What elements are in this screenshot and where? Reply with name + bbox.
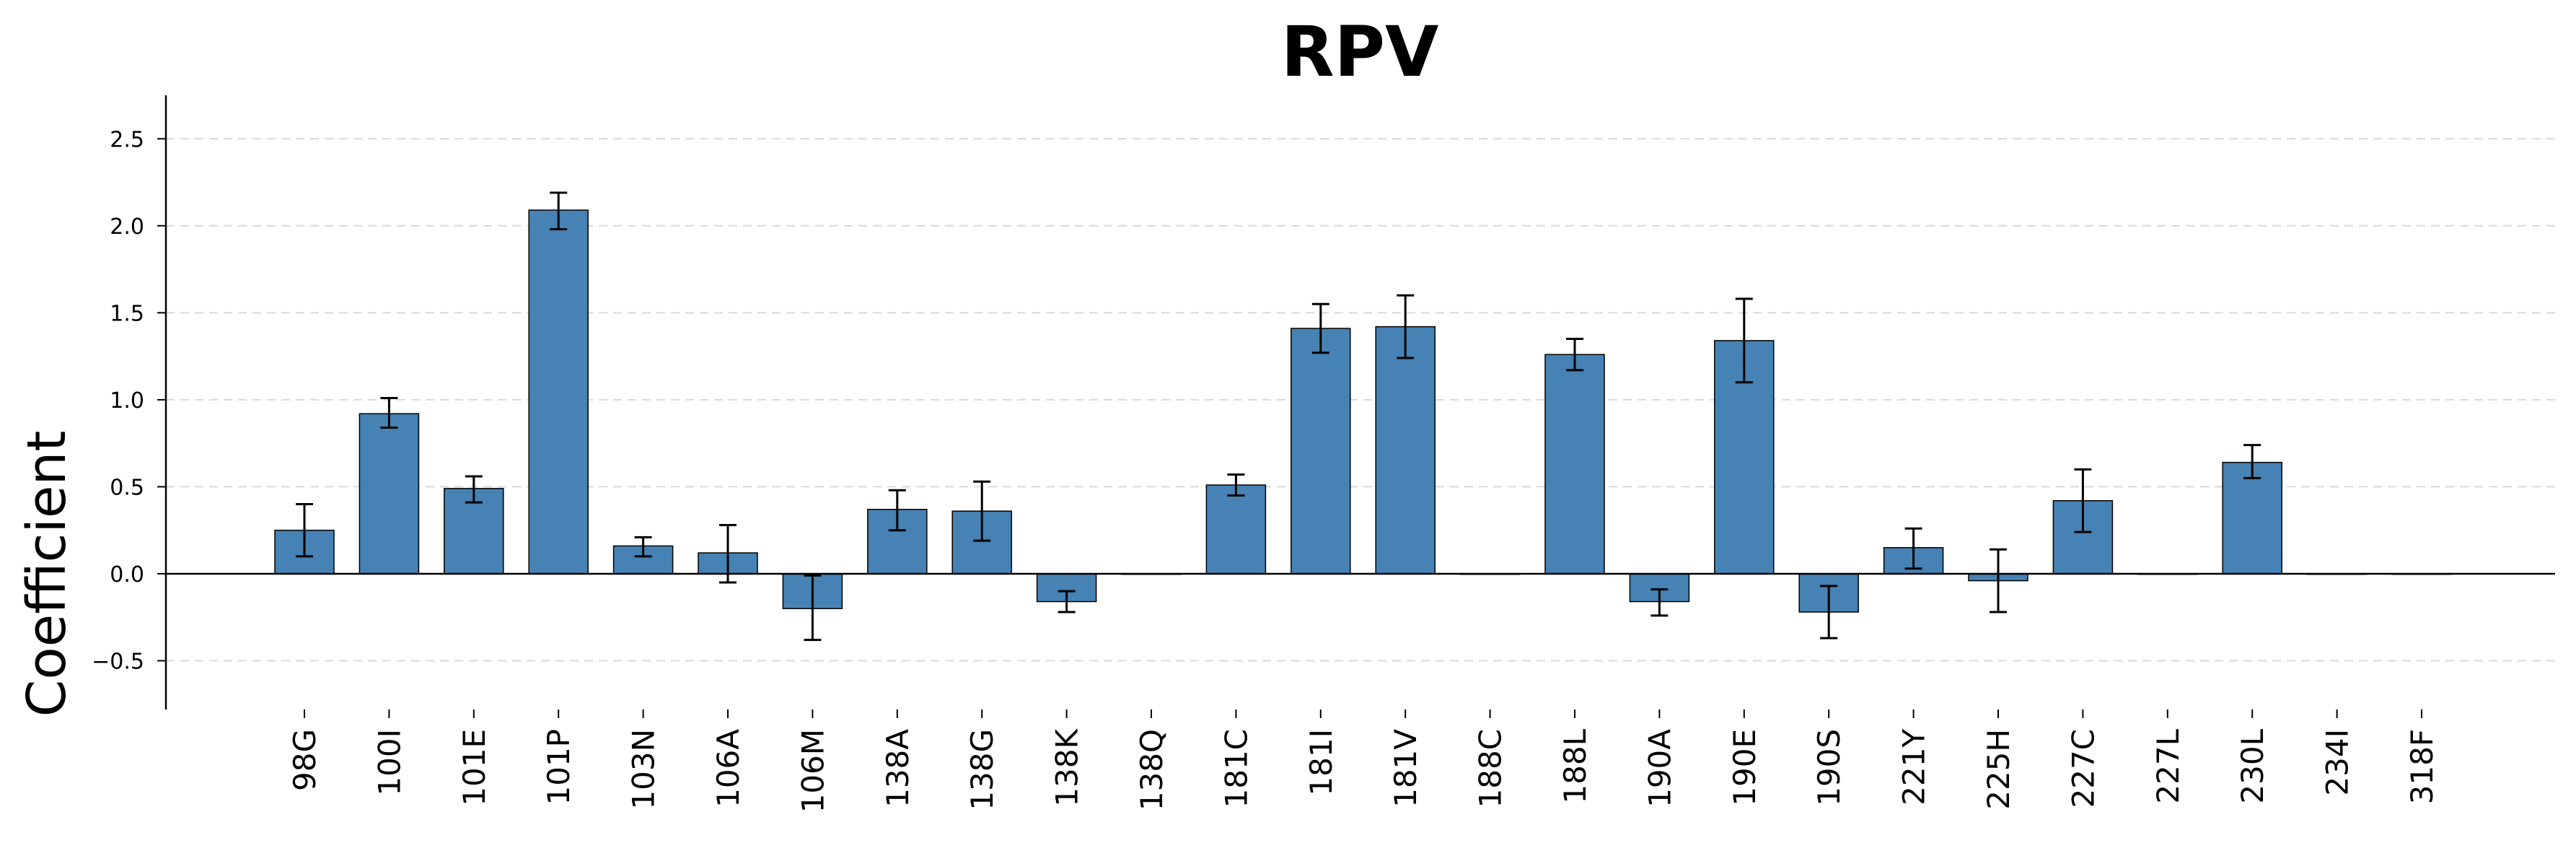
x-tick-label: 181I: [1304, 729, 1339, 796]
x-tick-label: 100I: [372, 729, 407, 796]
x-tick-label: 230L: [2235, 728, 2270, 803]
x-tick-label: 138G: [964, 729, 1000, 811]
bar: [528, 209, 589, 575]
y-tick-label: 0.0: [110, 562, 144, 588]
bar: [1205, 484, 1267, 575]
x-tick-label: 225H: [1981, 729, 2016, 810]
y-tick-label: −0.5: [92, 649, 144, 674]
bar-layer: [274, 209, 2452, 613]
bar: [1291, 328, 1351, 575]
x-tick-layer: 98G 100I 101E 101P 103N 106A 106M 138A 138G 138K 1…: [287, 709, 2440, 813]
x-tick-label: 188L: [1557, 728, 1593, 803]
x-tick-label: 221Y: [1896, 729, 1932, 805]
x-tick-label: 318F: [2404, 729, 2440, 804]
x-tick-label: 181V: [1388, 729, 1423, 808]
x-tick-label: 190E: [1727, 729, 1762, 806]
y-tick-label: 2.5: [110, 127, 144, 152]
x-tick-label: 227L: [2150, 728, 2186, 803]
x-tick-label: 101E: [457, 729, 492, 806]
x-tick-label: 138Q: [1134, 729, 1169, 811]
bar: [1544, 354, 1605, 575]
y-tick-label: 1.5: [110, 301, 144, 326]
x-tick-label: 103N: [626, 729, 661, 810]
bar: [1375, 326, 1436, 575]
axis-layer: [164, 95, 2555, 709]
bar: [2222, 461, 2282, 575]
y-tick-label: 0.5: [110, 475, 144, 500]
x-tick-label: 138K: [1050, 728, 1085, 807]
x-tick-label: 98G: [287, 729, 322, 791]
x-tick-label: 106M: [795, 729, 830, 813]
x-tick-label: 181C: [1218, 729, 1254, 808]
y-tick-layer: −0.5 0.0 0.5 1.0 1.5 2.0 2.5: [92, 127, 166, 674]
x-tick-label: 190A: [1642, 729, 1677, 808]
x-tick-label: 234I: [2320, 729, 2355, 796]
x-tick-label: 188C: [1473, 729, 1508, 808]
y-axis-label: Coefficient: [16, 431, 78, 717]
grid-layer: [166, 138, 2555, 662]
bar: [359, 413, 420, 575]
y-tick-label: 2.0: [110, 214, 144, 240]
x-tick-label: 190S: [1811, 729, 1847, 806]
x-tick-label: 138A: [880, 729, 915, 808]
x-tick-label: 101P: [541, 729, 576, 805]
y-tick-label: 1.0: [110, 388, 144, 414]
x-tick-label: 227C: [2065, 729, 2101, 808]
chart-title: RPV: [1281, 12, 1439, 92]
error-bar-layer: [296, 191, 2261, 642]
x-tick-label: 106A: [711, 729, 746, 808]
